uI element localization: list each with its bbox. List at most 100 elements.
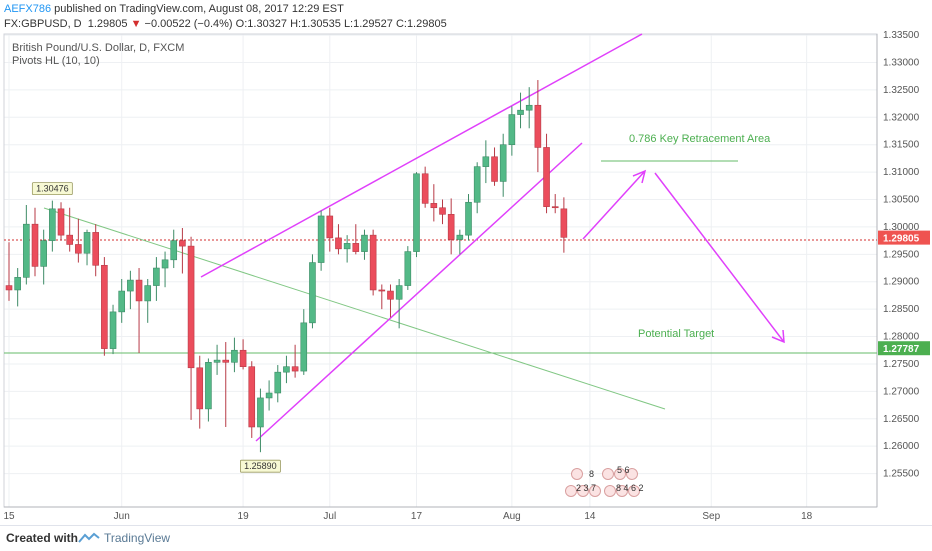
candle[interactable]	[109, 304, 117, 355]
author-link[interactable]: AEFX786	[4, 3, 52, 15]
candle[interactable]	[309, 254, 316, 329]
candle[interactable]	[31, 207, 39, 277]
candle[interactable]	[439, 199, 446, 225]
candle[interactable]	[326, 207, 334, 252]
uk-flag-icon[interactable]	[626, 468, 638, 480]
candle[interactable]	[101, 257, 108, 356]
candle[interactable]	[75, 218, 82, 263]
candle[interactable]	[170, 229, 178, 269]
us-flag-icon[interactable]	[616, 485, 628, 497]
candle[interactable]	[473, 162, 481, 214]
candle[interactable]	[413, 172, 420, 258]
candle-body	[361, 234, 368, 252]
time-tick-label: Sep	[702, 511, 720, 522]
us-flag-icon[interactable]	[577, 485, 589, 497]
candle[interactable]	[231, 337, 238, 373]
time-tick-label: 19	[238, 511, 250, 522]
candle[interactable]	[49, 200, 56, 252]
candle[interactable]	[5, 242, 13, 301]
candle[interactable]	[83, 229, 91, 266]
uk-flag-icon[interactable]	[614, 468, 626, 480]
price-label: 1.29805	[878, 230, 930, 245]
economic-event-flags[interactable]: 8 5 6 2 3 7 8 4 6 2	[565, 465, 644, 497]
candle[interactable]	[517, 92, 524, 129]
candle-body	[326, 215, 334, 239]
candle[interactable]	[265, 380, 273, 411]
price-label-box	[878, 341, 930, 356]
downtrend-line[interactable]	[43, 207, 666, 410]
candle-body	[473, 166, 481, 203]
candle[interactable]	[127, 270, 134, 310]
candle[interactable]	[14, 268, 21, 307]
tradingview-logo-icon[interactable]	[78, 532, 100, 544]
candle[interactable]	[387, 284, 394, 318]
candle[interactable]	[525, 87, 533, 129]
candle[interactable]	[283, 355, 290, 384]
candle[interactable]	[300, 309, 308, 375]
candle[interactable]	[560, 197, 568, 253]
candle-body	[508, 114, 516, 146]
candle[interactable]	[66, 207, 73, 252]
candle[interactable]	[274, 365, 282, 403]
us-flag-icon[interactable]	[565, 485, 577, 497]
candle[interactable]	[343, 235, 351, 263]
candle[interactable]	[57, 202, 65, 241]
candle[interactable]	[213, 344, 221, 375]
candle[interactable]	[335, 224, 342, 255]
candle[interactable]	[135, 268, 143, 353]
candle[interactable]	[248, 361, 256, 438]
candle[interactable]	[378, 284, 386, 310]
candle[interactable]	[92, 224, 99, 277]
projection-down-arrow[interactable]	[654, 172, 785, 343]
uk-flag-icon[interactable]	[571, 468, 583, 480]
candle[interactable]	[179, 228, 186, 274]
us-flag-icon[interactable]	[589, 485, 601, 497]
candle[interactable]	[118, 278, 126, 323]
projection-up-arrow[interactable]	[582, 170, 646, 240]
candle[interactable]	[447, 198, 455, 255]
channel-upper-line[interactable]	[200, 33, 643, 278]
candle[interactable]	[196, 355, 204, 429]
candle[interactable]	[369, 229, 377, 296]
candle[interactable]	[317, 210, 325, 271]
candle[interactable]	[153, 257, 160, 301]
candle[interactable]	[482, 140, 490, 184]
candle-body	[161, 259, 169, 269]
brand-link[interactable]: TradingView	[104, 531, 171, 545]
candle[interactable]	[187, 236, 195, 420]
candle-body	[560, 208, 568, 238]
candle[interactable]	[205, 358, 212, 422]
candle[interactable]	[395, 278, 403, 329]
price-axis[interactable]: 1.33500 1.33000 1.32500 1.32000 1.31500 1.310…	[883, 30, 920, 479]
candle-body	[352, 243, 360, 252]
candle[interactable]	[508, 106, 516, 156]
candle[interactable]	[257, 388, 264, 453]
price-tick-label: 1.26500	[883, 414, 920, 425]
candle[interactable]	[239, 339, 247, 370]
candle[interactable]	[534, 80, 542, 173]
candle[interactable]	[465, 194, 472, 241]
channel-lower-line[interactable]	[255, 142, 583, 442]
us-flag-icon[interactable]	[628, 485, 640, 497]
candle[interactable]	[421, 166, 429, 208]
candle[interactable]	[361, 229, 368, 260]
candle[interactable]	[491, 147, 498, 186]
candle[interactable]	[161, 251, 169, 288]
candle[interactable]	[352, 224, 360, 255]
candle[interactable]	[430, 184, 438, 222]
time-axis[interactable]: 15 Jun 19 Jul 17 Aug 14 Sep 18	[3, 511, 812, 522]
candle[interactable]	[222, 342, 230, 427]
price-chart[interactable]: British Pound/U.S. Dollar, D, FXCM Pivot…	[0, 0, 932, 525]
candle[interactable]	[40, 229, 47, 285]
candle[interactable]	[499, 133, 507, 197]
candle[interactable]	[291, 344, 299, 378]
candle[interactable]	[144, 278, 152, 323]
candle[interactable]	[404, 246, 412, 290]
candle[interactable]	[23, 205, 30, 285]
price-tick-label: 1.27500	[883, 359, 920, 370]
us-flag-icon[interactable]	[604, 485, 616, 497]
candle[interactable]	[456, 229, 464, 255]
uk-flag-icon[interactable]	[602, 468, 614, 480]
candle[interactable]	[543, 133, 550, 214]
candle[interactable]	[551, 194, 559, 214]
